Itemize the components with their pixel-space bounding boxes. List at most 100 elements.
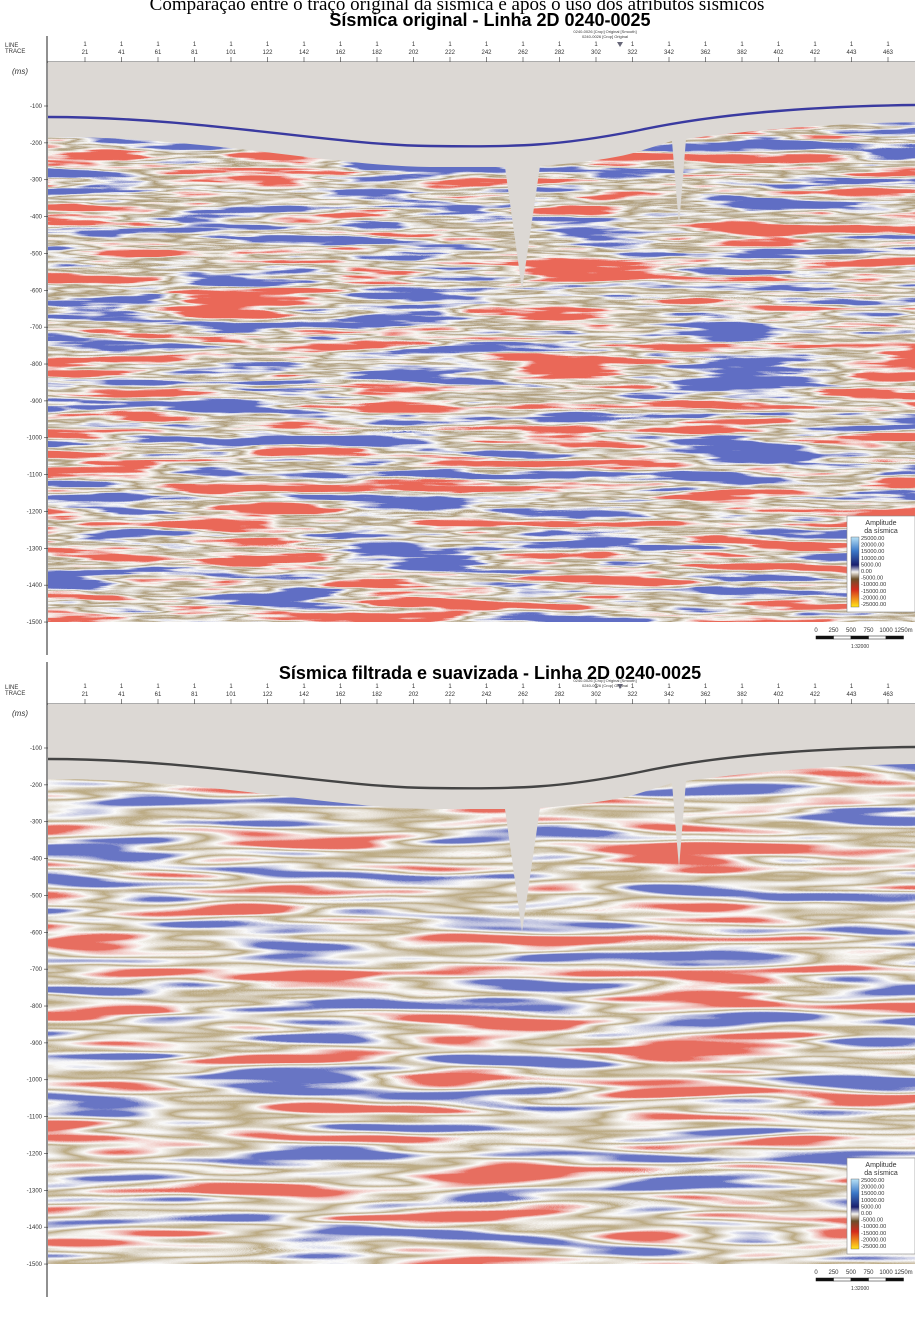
legend-title: da sísmica [864, 1170, 898, 1177]
line-number: 1 [667, 684, 671, 690]
trace-label: 101 [226, 50, 237, 56]
trace-label: 41 [118, 50, 125, 56]
line-number: 1 [193, 684, 197, 690]
line-number: 1 [631, 684, 635, 690]
scale-segment [869, 1278, 887, 1281]
time-tick-label: -1500 [27, 620, 43, 626]
trace-label: 362 [700, 692, 711, 698]
legend-value: -20000.00 [861, 595, 886, 601]
trace-label: 422 [810, 692, 821, 698]
trace-label: 443 [846, 50, 857, 56]
line-number: 1 [740, 684, 744, 690]
line-number: 1 [302, 684, 306, 690]
trace-label: 61 [155, 692, 162, 698]
line-number: 1 [813, 684, 817, 690]
line-number: 1 [83, 42, 87, 48]
trace-label: 382 [737, 50, 748, 56]
trace-label: 463 [883, 692, 894, 698]
legend-value: 15000.00 [861, 549, 884, 555]
time-tick-label: -100 [30, 104, 43, 110]
time-tick-label: -200 [30, 141, 43, 147]
line-number: 1 [704, 684, 708, 690]
trace-label: 21 [82, 692, 89, 698]
line-number: 1 [448, 684, 452, 690]
line-number: 1 [375, 42, 379, 48]
scale-segment [851, 1278, 869, 1281]
legend-value: 15000.00 [861, 1191, 884, 1197]
trace-label: 262 [518, 692, 529, 698]
legend-value: 20000.00 [861, 543, 884, 549]
legend-value: 0.00 [861, 1211, 872, 1217]
time-tick-label: -500 [30, 251, 43, 257]
trace-label: 142 [299, 692, 310, 698]
legend-title: da sísmica [864, 528, 898, 535]
legend-value: 25000.00 [861, 536, 884, 542]
trace-header: TRACE [5, 49, 25, 55]
time-tick-label: -1100 [27, 473, 43, 479]
time-tick-label: -800 [30, 1004, 43, 1010]
legend-value: 25000.00 [861, 1178, 884, 1184]
legend-title: Amplitude [865, 1162, 896, 1169]
trace-label: 302 [591, 692, 602, 698]
scale-label: 750 [863, 628, 874, 634]
scale-segment [886, 636, 904, 639]
trace-label: 61 [155, 50, 162, 56]
scale-label: 1250m [894, 628, 912, 634]
trace-label: 443 [846, 692, 857, 698]
time-tick-label: -500 [30, 893, 43, 899]
trace-label: 122 [262, 692, 273, 698]
trace-header: TRACE [5, 691, 25, 697]
line-number: 1 [448, 42, 452, 48]
scale-label: 500 [846, 1270, 857, 1276]
time-tick-label: -1200 [27, 509, 43, 515]
seismic-panel: Sísmica original - Linha 2D 0240-0025 024… [5, 10, 915, 655]
time-tick-label: -1000 [27, 436, 43, 442]
legend-value: -15000.00 [861, 1231, 886, 1237]
trace-label: 122 [262, 50, 273, 56]
line-number: 1 [521, 42, 525, 48]
trace-label: 242 [481, 692, 492, 698]
scale-label: 0 [814, 628, 818, 634]
trace-label: 222 [445, 50, 456, 56]
figure: Comparação entre o traço original da sís… [0, 0, 915, 1325]
line-number: 1 [558, 684, 562, 690]
trace-label: 81 [191, 692, 198, 698]
scale-ratio: 1:32000 [851, 1286, 869, 1292]
line-number: 1 [631, 42, 635, 48]
legend-value: 20000.00 [861, 1185, 884, 1191]
scale-ratio: 1:32000 [851, 644, 869, 650]
legend-value: -10000.00 [861, 1224, 886, 1230]
trace-label: 81 [191, 50, 198, 56]
line-number: 1 [193, 42, 197, 48]
line-number: 1 [521, 684, 525, 690]
trace-label: 402 [773, 692, 784, 698]
scale-segment [869, 636, 887, 639]
time-tick-label: -1100 [27, 1115, 43, 1121]
line-number: 1 [266, 42, 270, 48]
line-number: 1 [558, 42, 562, 48]
trace-label: 142 [299, 50, 310, 56]
time-tick-label: -600 [30, 930, 43, 936]
scale-segment [816, 1278, 834, 1281]
trace-label: 322 [627, 692, 638, 698]
trace-label: 382 [737, 692, 748, 698]
line-number: 1 [266, 684, 270, 690]
panel-title: Sísmica original - Linha 2D 0240-0025 [329, 10, 650, 30]
trace-label: 182 [372, 692, 383, 698]
line-number: 1 [156, 42, 160, 48]
time-tick-label: -1500 [27, 1262, 43, 1268]
header-note: 0240-0026 [Crop] Original [582, 34, 628, 39]
time-unit: (ms) [12, 67, 28, 76]
line-number: 1 [886, 684, 890, 690]
time-tick-label: -1400 [27, 1225, 43, 1231]
line-number: 1 [229, 42, 233, 48]
scale-label: 500 [846, 628, 857, 634]
panel-title: Sísmica filtrada e suavizada - Linha 2D … [279, 663, 701, 683]
line-number: 1 [302, 42, 306, 48]
line-number: 1 [850, 684, 854, 690]
time-tick-label: -200 [30, 783, 43, 789]
legend-value: -20000.00 [861, 1237, 886, 1243]
trace-label: 302 [591, 50, 602, 56]
scale-label: 250 [828, 628, 839, 634]
trace-label: 41 [118, 692, 125, 698]
